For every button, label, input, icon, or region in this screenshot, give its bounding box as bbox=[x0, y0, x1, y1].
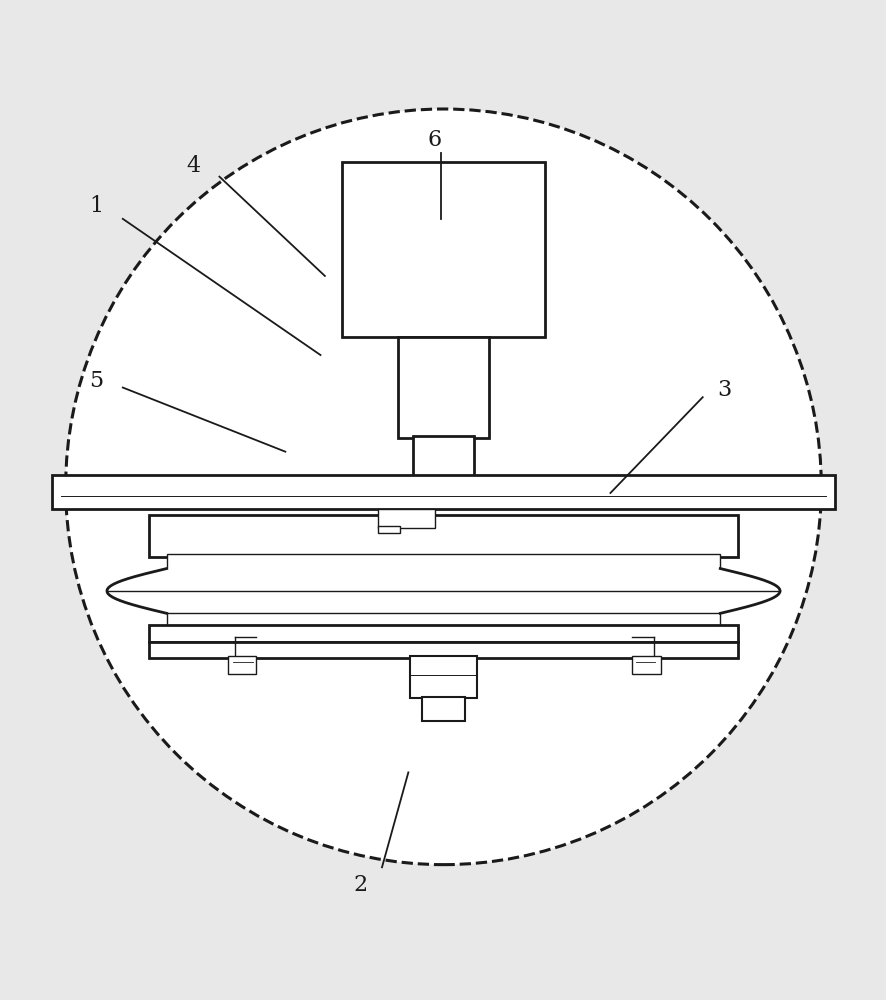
Bar bbox=[149, 642, 737, 658]
Bar bbox=[409, 656, 477, 698]
Bar bbox=[52, 475, 834, 509]
Bar bbox=[377, 509, 434, 528]
Text: 4: 4 bbox=[186, 155, 200, 177]
Polygon shape bbox=[107, 569, 779, 613]
Text: 2: 2 bbox=[353, 874, 367, 896]
Bar bbox=[149, 515, 737, 557]
Circle shape bbox=[66, 109, 820, 865]
Bar bbox=[397, 337, 489, 438]
Bar bbox=[377, 526, 399, 533]
Bar bbox=[412, 436, 474, 478]
Bar bbox=[167, 613, 719, 627]
Text: 5: 5 bbox=[89, 370, 104, 392]
Bar bbox=[342, 162, 544, 337]
Text: 6: 6 bbox=[427, 129, 441, 151]
Text: 3: 3 bbox=[717, 379, 731, 401]
Bar bbox=[228, 656, 256, 674]
Text: 1: 1 bbox=[89, 195, 104, 217]
Bar bbox=[149, 625, 737, 642]
Bar bbox=[422, 697, 464, 721]
Bar bbox=[167, 554, 719, 569]
Bar bbox=[632, 656, 660, 674]
